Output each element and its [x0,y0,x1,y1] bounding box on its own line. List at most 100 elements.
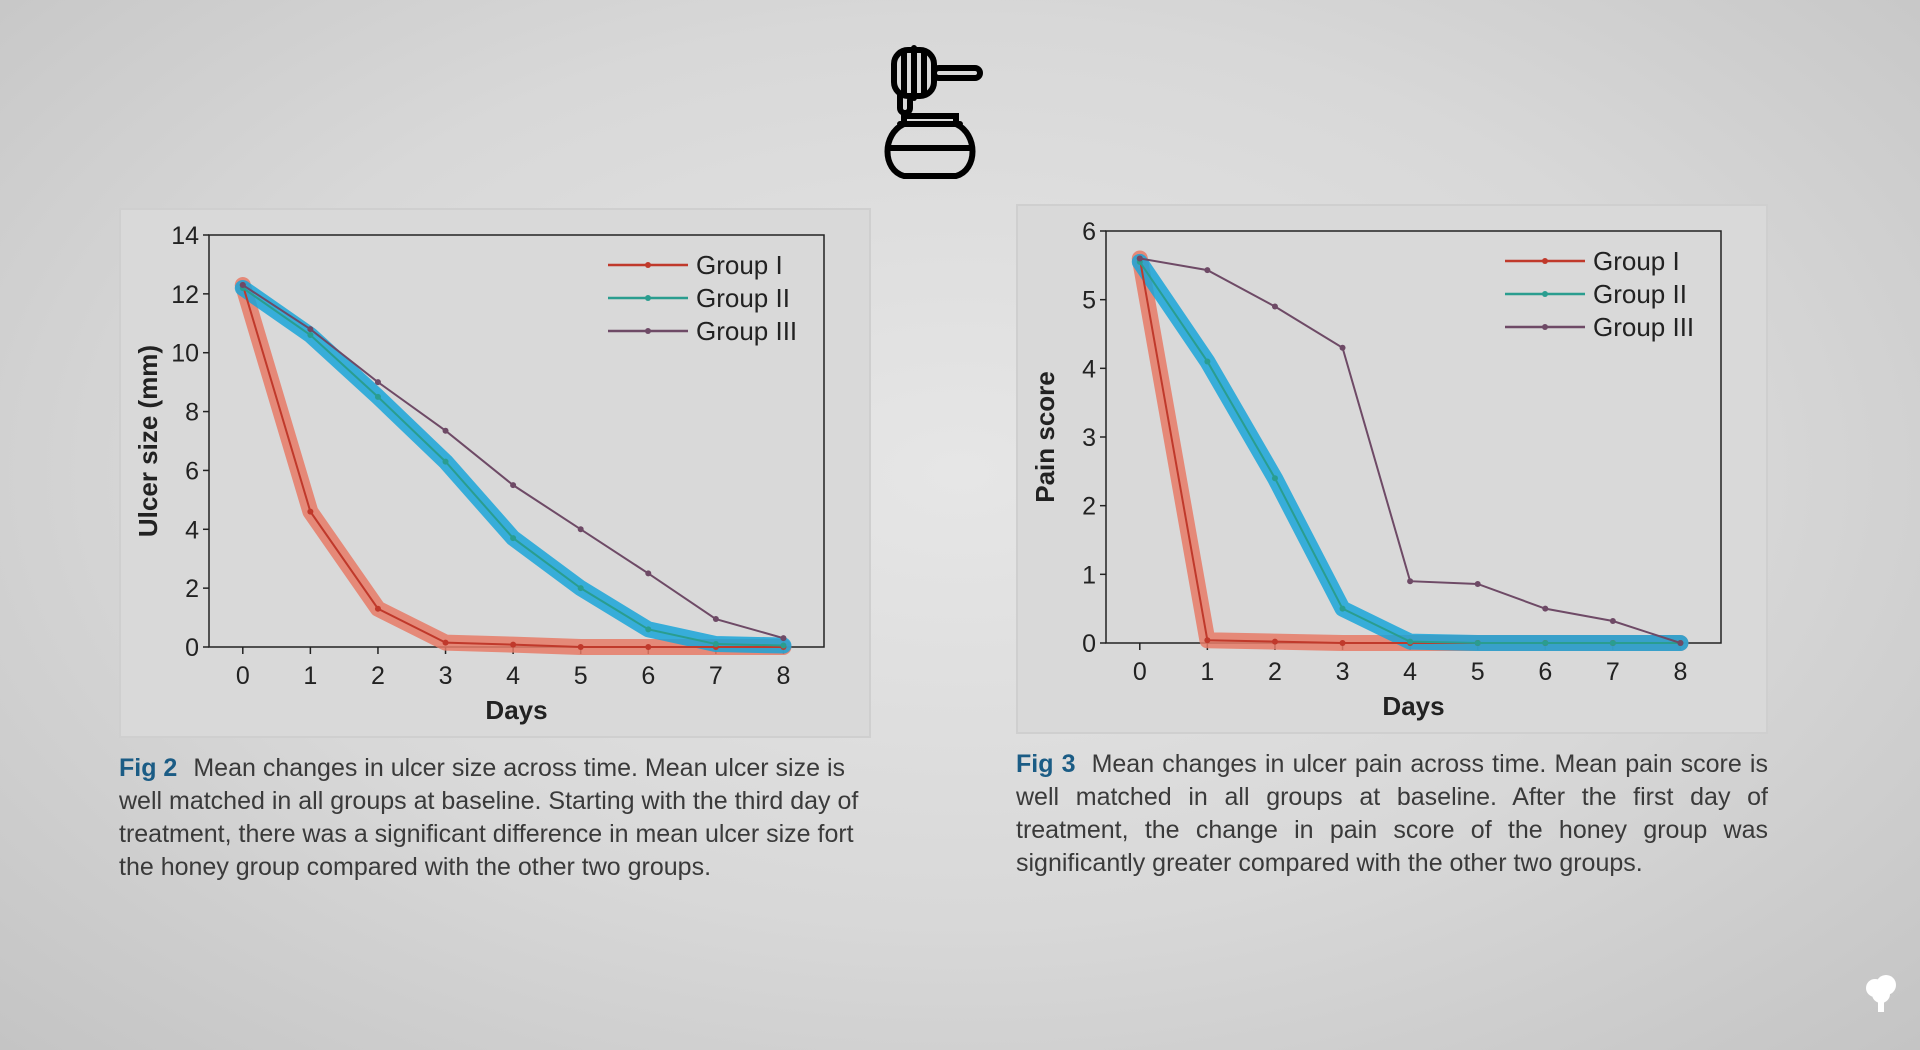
x-tick-label: 1 [1200,658,1214,686]
legend-label: Group I [696,250,783,280]
legend-label: Group II [1593,279,1687,309]
data-point [239,282,246,289]
data-point [307,332,314,339]
y-axis-label: Ulcer size (mm) [133,345,163,537]
data-point [645,626,652,633]
data-point [374,379,381,386]
fig3-chart-panel: 0 1 2 3 4 5 6 0 1 2 3 4 5 6 7 8 Days Pain score Group I Gro… [1016,204,1768,734]
y-tick-label: 14 [171,222,199,250]
data-point [1609,640,1616,646]
data-point [1271,638,1278,645]
data-point [1609,618,1616,625]
x-tick-label: 7 [1606,658,1620,686]
fig2-caption: Fig 2 Mean changes in ulcer size across t… [119,752,871,884]
y-tick-label: 4 [185,516,199,544]
data-point [1407,638,1414,645]
data-point [1136,255,1143,262]
data-point [1474,580,1481,587]
data-point [1407,578,1414,585]
y-tick-label: 8 [185,399,199,427]
x-tick-label: 0 [1133,658,1147,686]
x-tick-label: 2 [1268,658,1282,686]
fig3-label: Fig 3 [1016,750,1076,778]
fig2-caption-text: Mean changes in ulcer size across time. … [119,754,859,881]
y-tick-label: 4 [1082,355,1096,383]
x-axis-label: Days [1382,691,1444,721]
y-tick-label: 6 [1082,218,1096,246]
y-tick-label: 1 [1082,561,1096,589]
x-tick-label: 2 [371,662,385,690]
data-point [442,639,449,646]
fig3-caption: Fig 3 Mean changes in ulcer pain across t… [1016,748,1768,880]
y-tick-label: 12 [171,281,199,309]
data-point [374,393,381,400]
x-tick-label: 6 [641,662,655,690]
x-tick-label: 7 [709,662,723,690]
y-tick-label: 6 [185,457,199,485]
fig3-caption-text: Mean changes in ulcer pain across time. … [1016,750,1768,877]
y-tick-label: 10 [171,340,199,368]
data-point [1204,358,1211,365]
data-point [307,508,314,515]
x-tick-label: 5 [1471,658,1485,686]
legend-marker [645,328,651,334]
data-point [307,326,314,333]
data-point [1339,344,1346,351]
data-point [510,641,517,648]
legend-marker [1542,324,1548,330]
honey-dipper-jar-icon [884,45,983,179]
y-tick-label: 5 [1082,287,1096,315]
data-point [1677,640,1684,646]
data-point [577,526,584,533]
x-axis-label: Days [485,695,547,725]
tree-icon [1866,975,1896,1012]
data-point [577,644,584,650]
legend-marker [1542,258,1548,264]
y-tick-label: 2 [1082,493,1096,521]
data-point [442,458,449,465]
data-point [645,644,652,650]
data-point [645,570,652,577]
data-point [1271,475,1278,482]
data-point [577,585,584,592]
data-point [712,641,719,648]
data-point [442,427,449,434]
data-point [1271,303,1278,310]
x-tick-label: 8 [776,662,790,690]
y-tick-label: 0 [185,634,199,662]
data-point [510,482,517,489]
fig2-label: Fig 2 [119,754,178,782]
y-tick-label: 2 [185,575,199,603]
x-tick-label: 3 [1336,658,1350,686]
x-tick-label: 4 [506,662,520,690]
x-tick-label: 5 [574,662,588,690]
data-point [1339,605,1346,612]
legend-label: Group I [1593,246,1680,276]
y-axis-label: Pain score [1030,371,1060,503]
legend-marker [645,262,651,268]
legend-marker [1542,291,1548,297]
x-tick-label: 1 [303,662,317,690]
y-tick-label: 3 [1082,424,1096,452]
data-point [1204,637,1211,644]
x-tick-label: 8 [1673,658,1687,686]
data-point [1542,640,1549,646]
x-tick-label: 4 [1403,658,1417,686]
data-point [1204,267,1211,274]
fig2-chart-panel: 0 2 4 6 8 10 12 14 0 1 2 3 4 5 6 7 8 Days Ulcer size (mm) G… [119,208,871,738]
data-point [780,635,787,642]
x-tick-label: 3 [439,662,453,690]
legend-marker [645,295,651,301]
data-point [712,616,719,623]
data-point [1474,640,1481,646]
x-tick-label: 6 [1538,658,1552,686]
data-point [780,642,787,649]
legend-label: Group II [696,283,790,313]
x-tick-label: 0 [236,662,250,690]
legend-label: Group III [1593,312,1694,342]
y-tick-label: 0 [1082,630,1096,658]
data-point [510,535,517,542]
data-point [1339,640,1346,646]
